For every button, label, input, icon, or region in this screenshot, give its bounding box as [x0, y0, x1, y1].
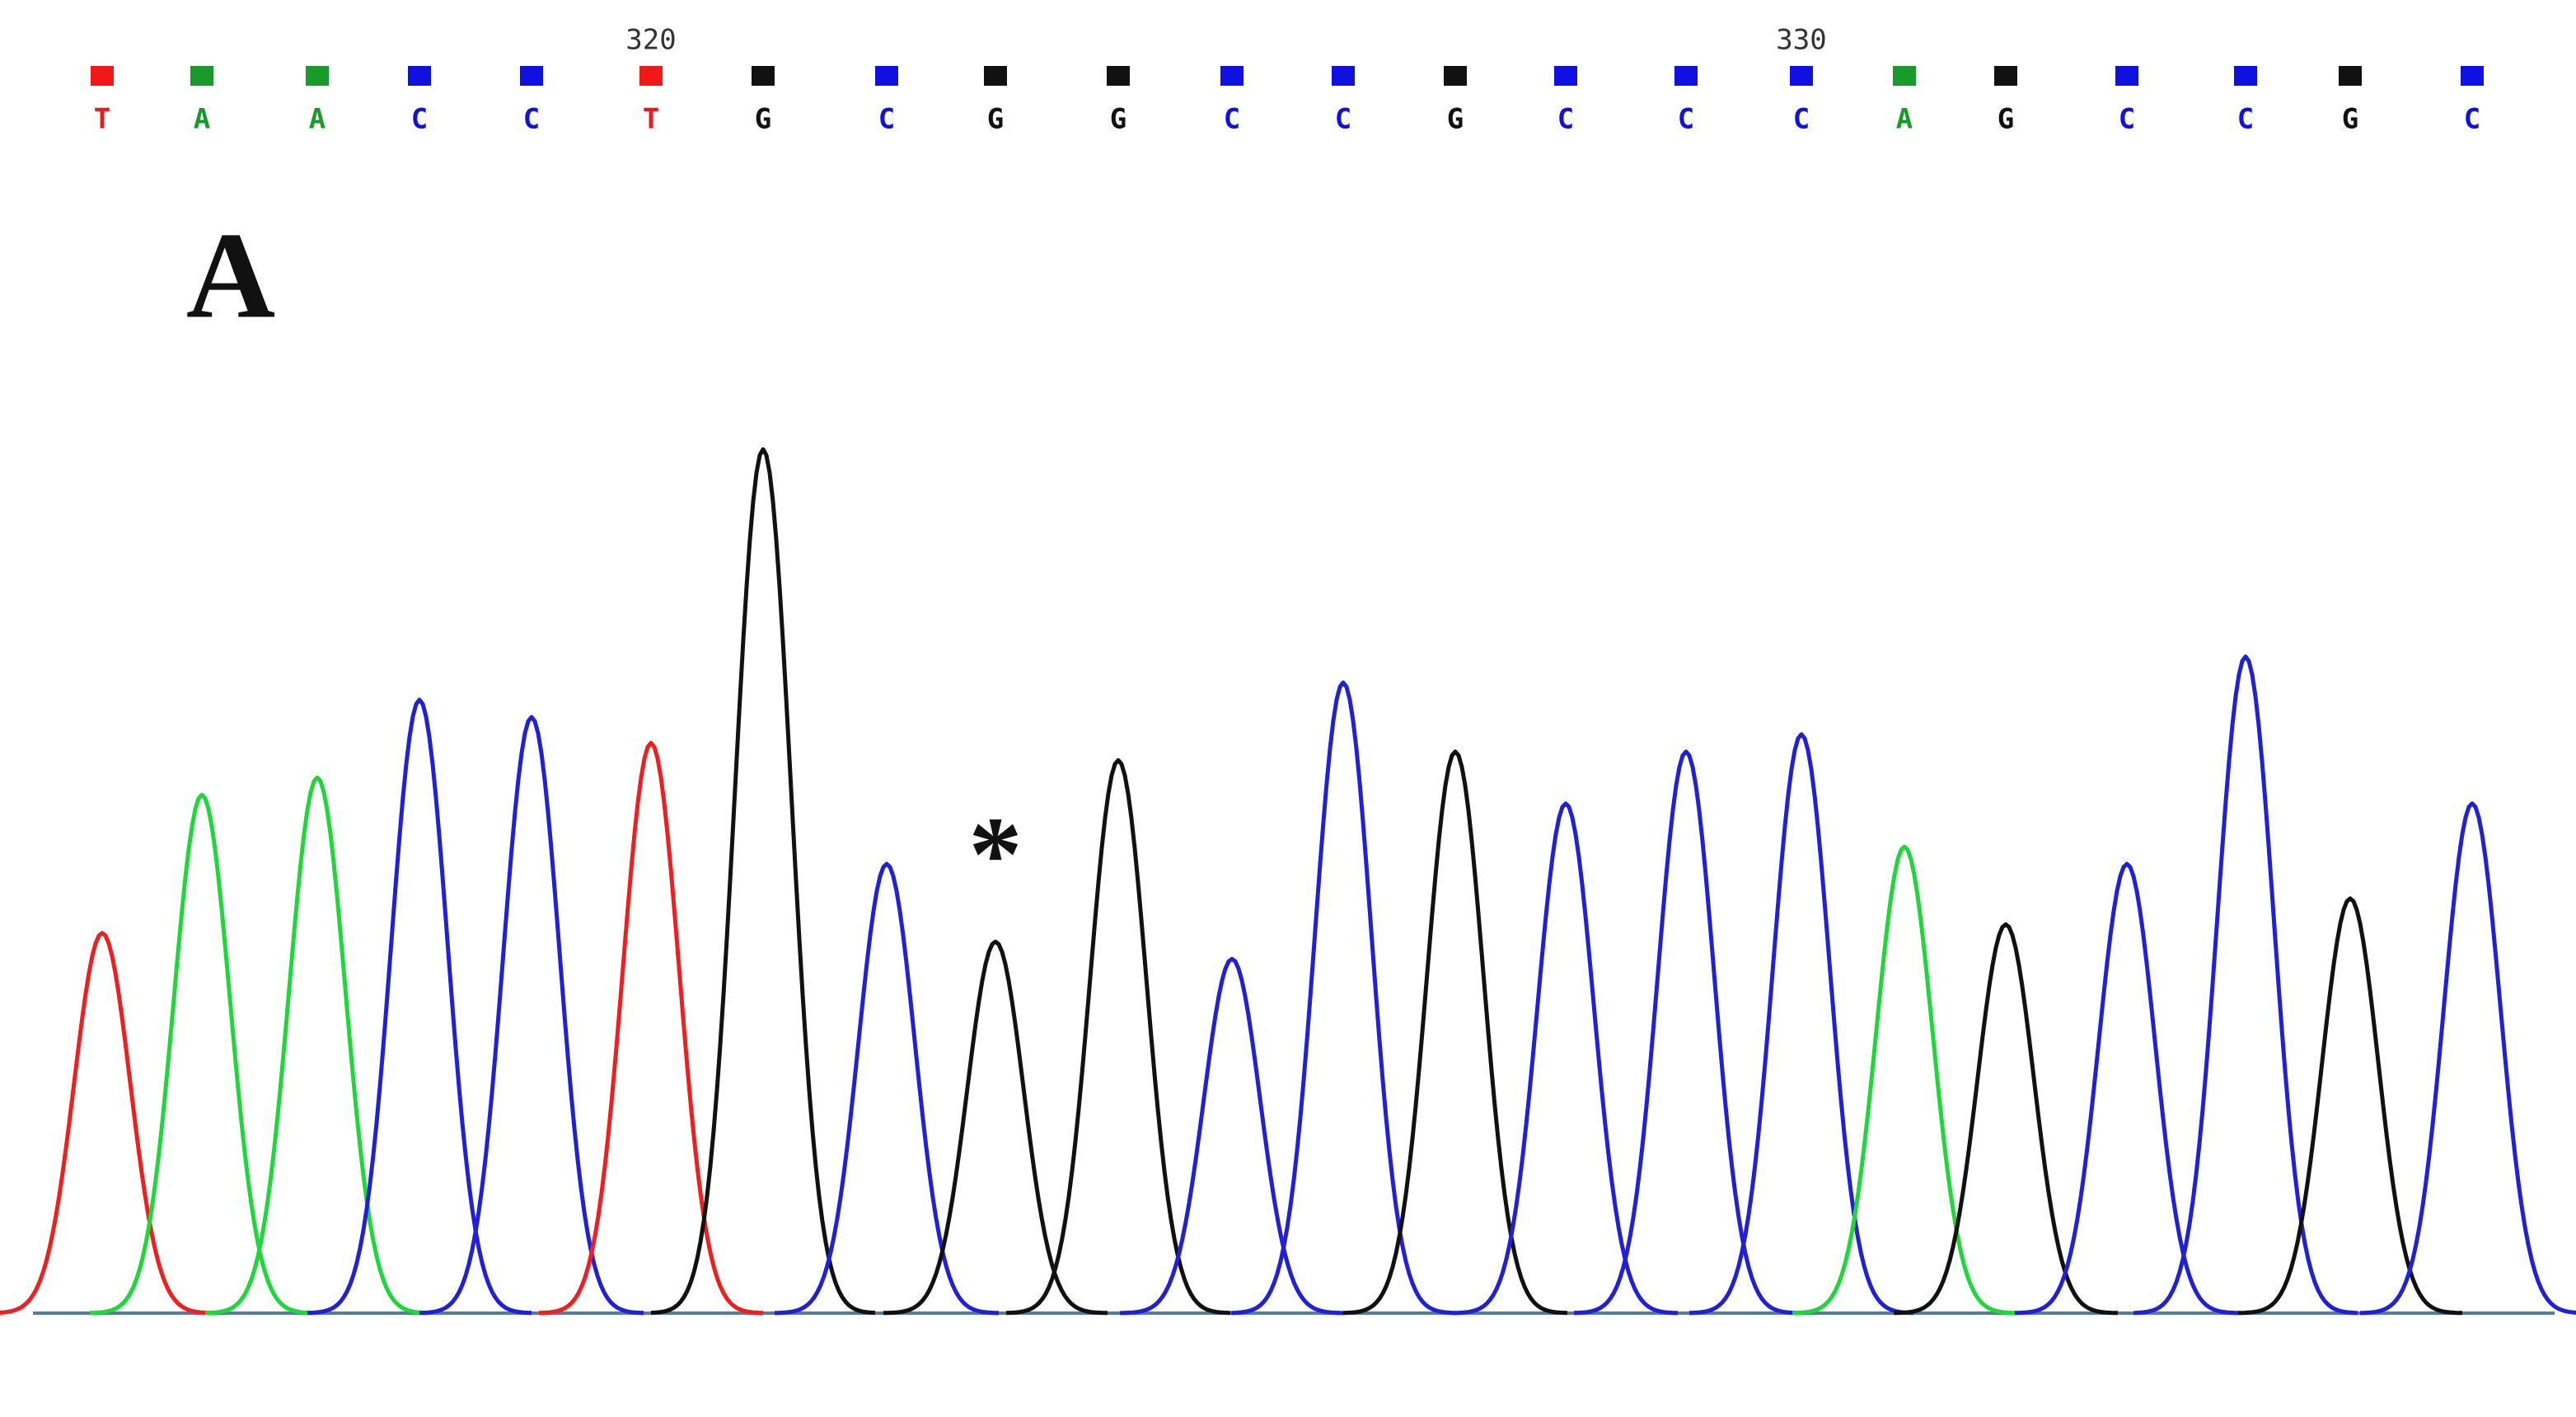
base-label: C — [1335, 103, 1351, 136]
base-label: A — [309, 103, 326, 136]
trace-peak — [1573, 749, 1799, 1316]
trace-peak — [307, 697, 532, 1316]
base-marker — [2234, 66, 2257, 86]
base-label: G — [2342, 103, 2358, 136]
base-label: C — [2237, 103, 2254, 136]
base-marker — [520, 66, 543, 86]
annotation: * — [969, 795, 1023, 914]
base-marker — [2115, 66, 2138, 86]
base-label: G — [755, 103, 771, 136]
trace-peak — [538, 740, 764, 1316]
trace-peak — [89, 792, 315, 1316]
base-marker — [1444, 66, 1467, 86]
base-label: A — [1896, 103, 1913, 136]
base-label: C — [2464, 103, 2480, 136]
trace-peak — [419, 715, 644, 1316]
trace-peak — [2133, 655, 2358, 1316]
base-label: C — [1224, 103, 1240, 136]
trace-peak — [1342, 749, 1568, 1316]
base-marker — [1332, 66, 1355, 86]
trace-peak — [1453, 801, 1679, 1316]
trace-peak — [1119, 956, 1345, 1316]
base-marker — [1220, 66, 1244, 86]
trace-peak — [883, 939, 1108, 1316]
trace-peak — [0, 931, 214, 1316]
base-label: T — [643, 103, 659, 136]
base-label: C — [2119, 103, 2135, 136]
position-label: 320 — [625, 24, 676, 57]
base-label: G — [1447, 103, 1464, 136]
base-label: T — [94, 103, 110, 136]
trace-peak — [1005, 758, 1231, 1316]
base-marker — [752, 66, 775, 86]
base-marker — [1554, 66, 1577, 86]
trace-peak — [2359, 801, 2576, 1316]
trace-peak — [1230, 680, 1456, 1316]
base-label: C — [523, 103, 540, 136]
trace-peak — [1791, 844, 2017, 1316]
trace-peak — [2237, 896, 2463, 1316]
base-marker — [875, 66, 898, 86]
trace-peak — [1893, 922, 2119, 1316]
base-marker — [1107, 66, 1130, 86]
base-label: C — [411, 103, 428, 136]
base-marker — [408, 66, 431, 86]
base-label: G — [1110, 103, 1126, 136]
base-label: G — [1998, 103, 2014, 136]
base-label: C — [1678, 103, 1694, 136]
base-label: A — [194, 103, 210, 136]
panel-label: A — [186, 207, 275, 344]
base-label: C — [878, 103, 895, 136]
base-marker — [1994, 66, 2017, 86]
base-marker — [91, 66, 114, 86]
trace-peak — [204, 775, 430, 1316]
base-label: G — [987, 103, 1004, 136]
base-marker — [1893, 66, 1916, 86]
base-label: C — [1557, 103, 1574, 136]
trace-peak — [650, 447, 876, 1316]
base-marker — [2461, 66, 2484, 86]
base-marker — [1674, 66, 1698, 86]
trace-peak — [774, 861, 1000, 1316]
trace-peak — [2014, 861, 2240, 1316]
base-marker — [984, 66, 1007, 86]
base-marker — [2339, 66, 2362, 86]
base-marker — [1790, 66, 1813, 86]
base-marker — [190, 66, 213, 86]
position-label: 330 — [1776, 24, 1826, 57]
trace-peak — [1688, 732, 1914, 1316]
base-marker — [639, 66, 663, 86]
base-marker — [306, 66, 329, 86]
base-label: C — [1793, 103, 1810, 136]
